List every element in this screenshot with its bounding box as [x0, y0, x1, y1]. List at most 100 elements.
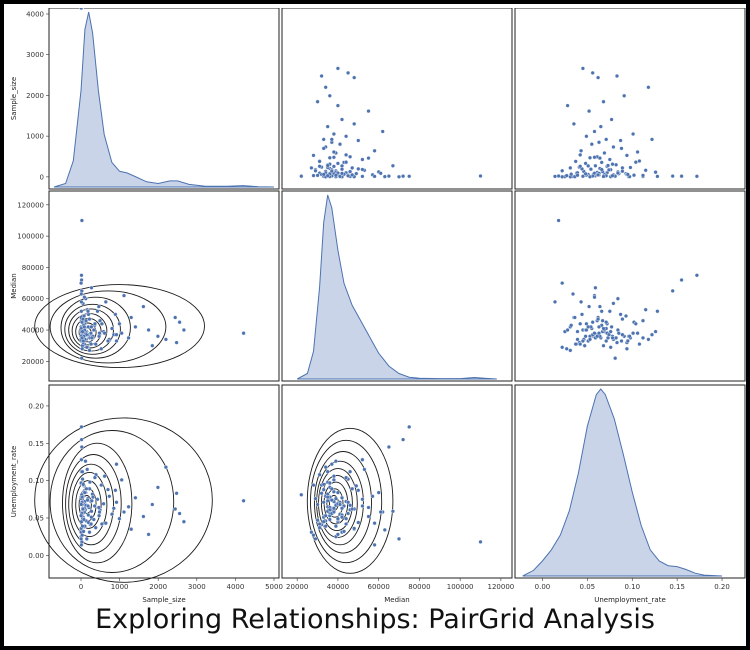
- data-point: [609, 117, 614, 122]
- data-point: [89, 509, 94, 514]
- data-point: [552, 299, 558, 304]
- data-point: [614, 340, 620, 345]
- data-point: [174, 491, 179, 496]
- data-point: [352, 121, 357, 126]
- data-point: [568, 348, 573, 353]
- data-point: [694, 174, 699, 179]
- data-point: [630, 131, 636, 137]
- data-point: [97, 331, 102, 336]
- data-point: [325, 469, 330, 474]
- panel-Sample_size-vs-Unemployment_rate: [514, 8, 746, 190]
- x-axis-label-Unemployment_rate: Unemployment_rate: [594, 596, 666, 604]
- x-tick-label: 4000: [226, 583, 244, 591]
- data-point: [643, 168, 648, 173]
- data-point: [560, 345, 565, 350]
- data-point: [323, 524, 328, 529]
- data-point: [360, 457, 365, 462]
- data-point: [360, 157, 365, 162]
- data-point: [95, 309, 100, 314]
- data-point: [99, 521, 104, 527]
- data-point: [607, 157, 612, 162]
- data-point: [333, 173, 338, 178]
- data-point: [604, 137, 609, 142]
- kde-contour-7: [49, 430, 175, 573]
- data-point: [92, 503, 97, 509]
- data-point: [86, 512, 91, 518]
- panel-Sample_size-vs-Median: [281, 8, 513, 190]
- data-point: [80, 477, 85, 482]
- data-point: [390, 509, 395, 514]
- data-point: [565, 327, 570, 333]
- data-point: [325, 163, 330, 168]
- data-point: [317, 472, 322, 477]
- data-point: [89, 515, 94, 520]
- data-point: [649, 137, 655, 142]
- y-axis-label-Median: Median: [10, 273, 18, 298]
- data-point: [560, 174, 565, 179]
- data-point: [578, 152, 583, 157]
- data-point: [580, 174, 585, 179]
- data-point: [79, 299, 84, 304]
- data-point: [583, 334, 588, 339]
- data-point: [313, 536, 318, 541]
- data-point: [356, 520, 361, 525]
- y-tick-label: 0.15: [28, 440, 44, 448]
- data-point: [565, 103, 570, 108]
- data-point: [376, 490, 381, 495]
- data-point: [605, 163, 611, 168]
- x-tick-label: 120000: [488, 583, 515, 591]
- data-point: [317, 164, 322, 169]
- data-point: [604, 338, 609, 344]
- data-point: [560, 168, 565, 173]
- y-tick-label: 0.20: [28, 402, 44, 410]
- data-point: [611, 301, 616, 306]
- data-point: [366, 505, 371, 510]
- data-point: [564, 346, 569, 351]
- data-point: [339, 163, 345, 168]
- data-point: [370, 494, 375, 499]
- data-point: [350, 506, 355, 512]
- data-point: [575, 337, 580, 342]
- data-point: [126, 335, 131, 340]
- data-point: [163, 337, 168, 342]
- data-point: [586, 304, 592, 309]
- data-point: [335, 490, 340, 495]
- data-point: [572, 315, 577, 320]
- data-point: [88, 342, 94, 347]
- data-point: [329, 486, 334, 491]
- data-point: [382, 527, 387, 532]
- data-point: [586, 324, 591, 329]
- data-point: [640, 173, 646, 178]
- data-point: [333, 524, 338, 529]
- data-point: [323, 85, 328, 90]
- data-point: [335, 103, 340, 108]
- data-point: [327, 155, 332, 160]
- data-point: [582, 343, 587, 348]
- data-point: [102, 331, 107, 336]
- data-point: [321, 137, 326, 142]
- kde-contour-5: [65, 454, 122, 554]
- data-point: [569, 323, 574, 328]
- data-point: [354, 483, 359, 488]
- data-point: [592, 331, 597, 336]
- data-point: [615, 327, 620, 333]
- data-point: [618, 138, 623, 143]
- data-point: [578, 321, 583, 326]
- data-point: [121, 509, 127, 515]
- data-point: [599, 309, 604, 314]
- data-point: [85, 498, 90, 503]
- data-point: [241, 498, 246, 503]
- data-point: [386, 444, 391, 450]
- data-point: [610, 173, 615, 178]
- data-point: [362, 467, 367, 472]
- kde-contour-6: [60, 296, 131, 359]
- data-point: [360, 167, 365, 172]
- data-point: [327, 517, 332, 522]
- data-point: [568, 165, 573, 170]
- data-point: [299, 492, 304, 497]
- panel-frame: [514, 8, 746, 190]
- data-point: [325, 495, 330, 500]
- data-point: [606, 167, 611, 172]
- data-point: [620, 332, 625, 337]
- figure-caption: Exploring Relationships: PairGrid Analys…: [95, 604, 655, 635]
